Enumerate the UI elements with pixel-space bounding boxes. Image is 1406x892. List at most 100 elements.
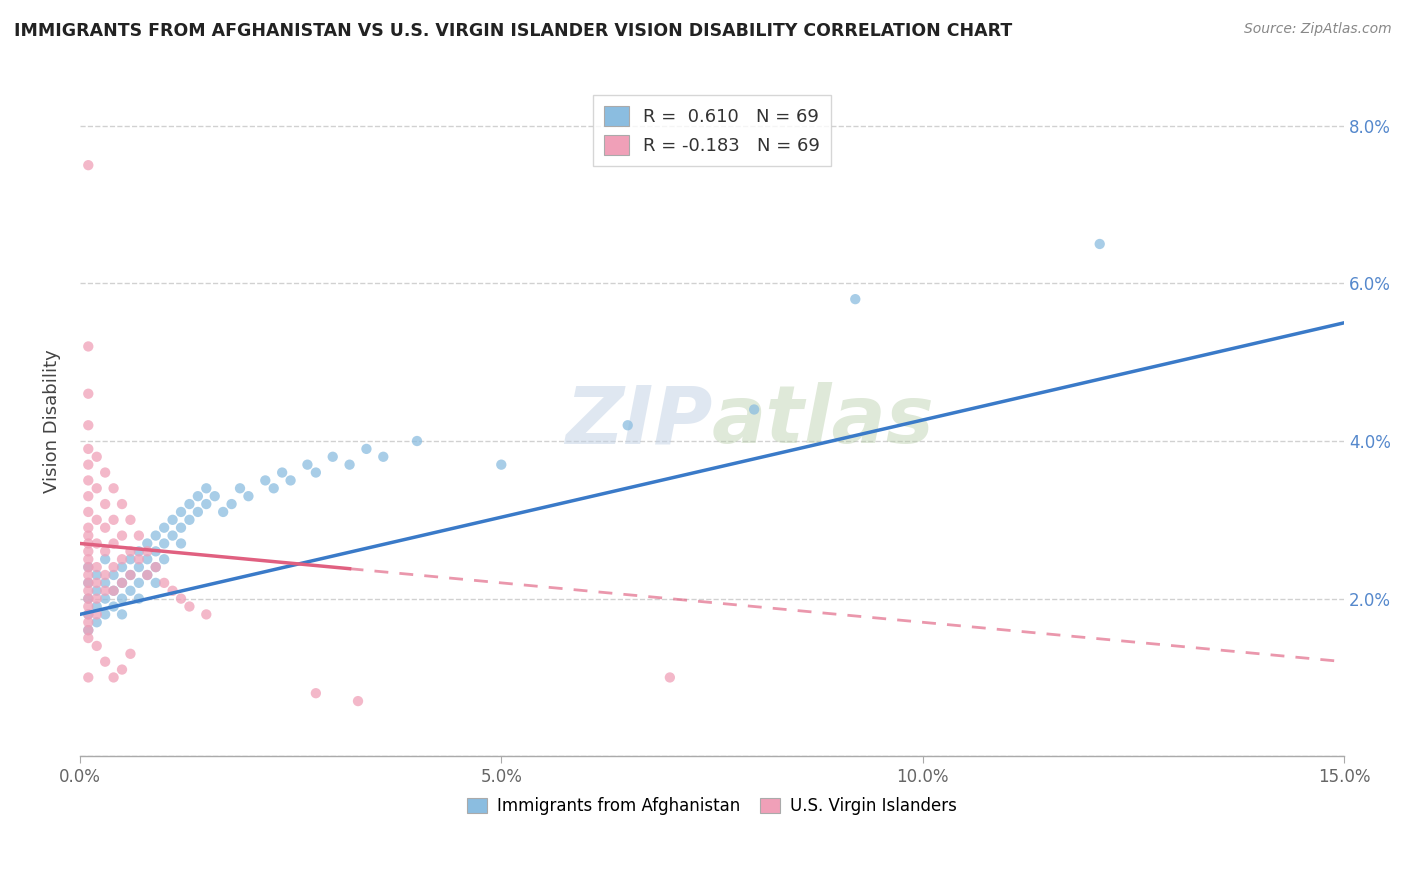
Point bbox=[305, 466, 328, 480]
Point bbox=[136, 568, 159, 582]
Point bbox=[229, 481, 252, 495]
Point bbox=[162, 583, 184, 598]
Point bbox=[111, 560, 134, 574]
Point bbox=[120, 583, 142, 598]
Point bbox=[103, 536, 125, 550]
Point bbox=[111, 497, 134, 511]
Point bbox=[271, 466, 294, 480]
Point bbox=[111, 552, 134, 566]
Point bbox=[204, 489, 226, 503]
Point bbox=[195, 481, 218, 495]
Point bbox=[86, 639, 108, 653]
Point bbox=[128, 528, 150, 542]
Point bbox=[77, 536, 100, 550]
Point bbox=[77, 560, 100, 574]
Point bbox=[94, 655, 117, 669]
Point bbox=[153, 552, 176, 566]
Point bbox=[86, 560, 108, 574]
Point bbox=[77, 623, 100, 637]
Point bbox=[77, 458, 100, 472]
Point bbox=[187, 489, 209, 503]
Point bbox=[77, 544, 100, 558]
Text: Source: ZipAtlas.com: Source: ZipAtlas.com bbox=[1244, 22, 1392, 37]
Point bbox=[742, 402, 765, 417]
Point bbox=[77, 489, 100, 503]
Point bbox=[162, 528, 184, 542]
Point bbox=[373, 450, 395, 464]
Point bbox=[103, 599, 125, 614]
Point bbox=[77, 631, 100, 645]
Point bbox=[339, 458, 361, 472]
Point bbox=[128, 552, 150, 566]
Point bbox=[153, 575, 176, 590]
Point bbox=[136, 544, 159, 558]
Point bbox=[491, 458, 513, 472]
Point bbox=[94, 521, 117, 535]
Point bbox=[86, 450, 108, 464]
Point bbox=[187, 505, 209, 519]
Point bbox=[128, 575, 150, 590]
Point bbox=[86, 599, 108, 614]
Point bbox=[322, 450, 344, 464]
Point bbox=[77, 583, 100, 598]
Point bbox=[120, 544, 142, 558]
Point bbox=[94, 552, 117, 566]
Point bbox=[77, 474, 100, 488]
Point bbox=[170, 536, 193, 550]
Point bbox=[120, 568, 142, 582]
Point bbox=[136, 536, 159, 550]
Point bbox=[136, 552, 159, 566]
Point bbox=[212, 505, 235, 519]
Point bbox=[658, 670, 681, 684]
Point bbox=[347, 694, 370, 708]
Point bbox=[145, 560, 167, 574]
Point bbox=[94, 591, 117, 606]
Point bbox=[280, 474, 302, 488]
Point bbox=[1088, 237, 1111, 252]
Point bbox=[86, 583, 108, 598]
Point bbox=[145, 544, 167, 558]
Point bbox=[94, 466, 117, 480]
Text: IMMIGRANTS FROM AFGHANISTAN VS U.S. VIRGIN ISLANDER VISION DISABILITY CORRELATIO: IMMIGRANTS FROM AFGHANISTAN VS U.S. VIRG… bbox=[14, 22, 1012, 40]
Point bbox=[103, 583, 125, 598]
Point bbox=[94, 583, 117, 598]
Point bbox=[120, 568, 142, 582]
Point bbox=[170, 521, 193, 535]
Point bbox=[153, 521, 176, 535]
Point bbox=[77, 386, 100, 401]
Point bbox=[128, 544, 150, 558]
Legend: Immigrants from Afghanistan, U.S. Virgin Islanders: Immigrants from Afghanistan, U.S. Virgin… bbox=[460, 790, 963, 822]
Point bbox=[86, 607, 108, 622]
Point bbox=[263, 481, 285, 495]
Point bbox=[94, 568, 117, 582]
Point bbox=[86, 481, 108, 495]
Point bbox=[77, 158, 100, 172]
Point bbox=[77, 339, 100, 353]
Point bbox=[103, 568, 125, 582]
Point bbox=[136, 568, 159, 582]
Point bbox=[254, 474, 277, 488]
Point bbox=[111, 663, 134, 677]
Point bbox=[120, 513, 142, 527]
Point bbox=[86, 536, 108, 550]
Point bbox=[77, 599, 100, 614]
Point bbox=[86, 615, 108, 630]
Point bbox=[77, 505, 100, 519]
Text: atlas: atlas bbox=[711, 383, 935, 460]
Point bbox=[616, 418, 638, 433]
Point bbox=[179, 513, 201, 527]
Point bbox=[128, 560, 150, 574]
Point bbox=[77, 568, 100, 582]
Point bbox=[153, 536, 176, 550]
Point bbox=[111, 607, 134, 622]
Point bbox=[77, 575, 100, 590]
Point bbox=[94, 607, 117, 622]
Point bbox=[94, 497, 117, 511]
Point bbox=[77, 521, 100, 535]
Point bbox=[111, 528, 134, 542]
Point bbox=[77, 670, 100, 684]
Point bbox=[162, 513, 184, 527]
Point bbox=[77, 591, 100, 606]
Point bbox=[103, 583, 125, 598]
Point bbox=[86, 513, 108, 527]
